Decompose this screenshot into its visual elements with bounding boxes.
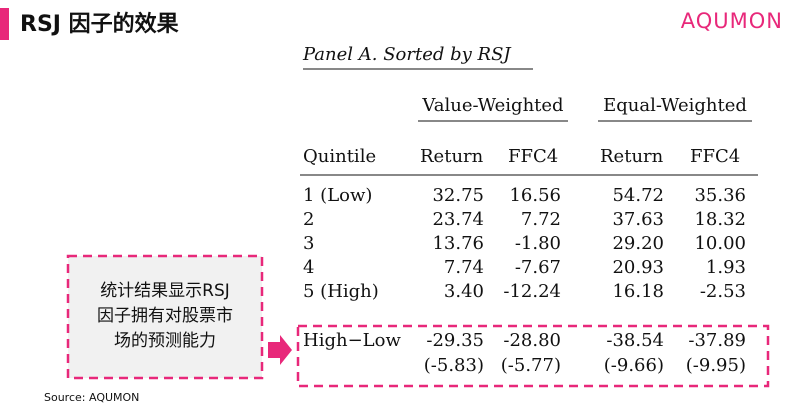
table-cell: 20.93	[612, 257, 664, 278]
source: Source: AQUMON	[44, 391, 139, 404]
table-cell: 54.72	[612, 185, 664, 206]
table-cell: 16.56	[509, 185, 561, 206]
callout-line: 因子拥有对股票市	[97, 306, 233, 326]
table-cell: -37.89	[688, 330, 746, 351]
table-cell: 7.72	[521, 209, 561, 230]
table-cell: (-5.83)	[424, 355, 484, 376]
callout-box	[66, 254, 264, 380]
column-header: Return	[600, 146, 664, 167]
arrow	[268, 335, 292, 365]
group-header: Value-Weighted	[421, 95, 563, 116]
table-cell: 18.32	[694, 209, 746, 230]
accent-bar	[0, 8, 9, 40]
column-header: FFC4	[508, 146, 558, 167]
table-cell: (-9.95)	[686, 355, 746, 376]
table-cell: -1.80	[515, 233, 561, 254]
table-cell: -2.53	[700, 281, 746, 302]
table-cell: 1 (Low)	[303, 185, 372, 206]
table-cell: -29.35	[426, 330, 484, 351]
logo: AQUMON	[681, 9, 783, 33]
table-cell: 4	[303, 257, 314, 278]
table-cell: -12.24	[503, 281, 561, 302]
panel-title: Panel A. Sorted by RSJ	[302, 44, 512, 65]
table-cell: 13.76	[432, 233, 484, 254]
column-header: Return	[420, 146, 484, 167]
table-cell: 35.36	[694, 185, 746, 206]
table-cell: 3.40	[444, 281, 484, 302]
column-header: FFC4	[690, 146, 740, 167]
table: Quintile Return FFC4 Return FFC4 1 (Low) 32.75…	[303, 146, 746, 376]
table-cell: 7.74	[444, 257, 484, 278]
table-cell: -7.67	[515, 257, 561, 278]
group-header: Equal-Weighted	[603, 95, 747, 116]
table-cell: (-9.66)	[604, 355, 664, 376]
table-panel	[290, 34, 768, 386]
table-cell: 37.63	[612, 209, 664, 230]
column-header: Quintile	[303, 146, 376, 167]
table-cell: -28.80	[503, 330, 561, 351]
table-cell: -38.54	[606, 330, 664, 351]
table-cell: 5 (High)	[303, 281, 379, 302]
highlight-box	[296, 324, 770, 388]
table-cell: High−Low	[303, 330, 401, 351]
table-cell: 32.75	[432, 185, 484, 206]
slide-title: RSJ 因子的效果	[20, 11, 179, 37]
table-cell: 3	[303, 233, 314, 254]
table-cell: 10.00	[694, 233, 746, 254]
table-cell: 23.74	[432, 209, 484, 230]
table-cell: 29.20	[612, 233, 664, 254]
table-cell: 2	[303, 209, 314, 230]
table-cell: 16.18	[612, 281, 664, 302]
table-cell: 1.93	[706, 257, 746, 278]
callout-line: 场的预测能力	[114, 331, 216, 351]
callout-line: 统计结果显示RSJ	[100, 281, 230, 301]
table-cell: (-5.77)	[501, 355, 561, 376]
